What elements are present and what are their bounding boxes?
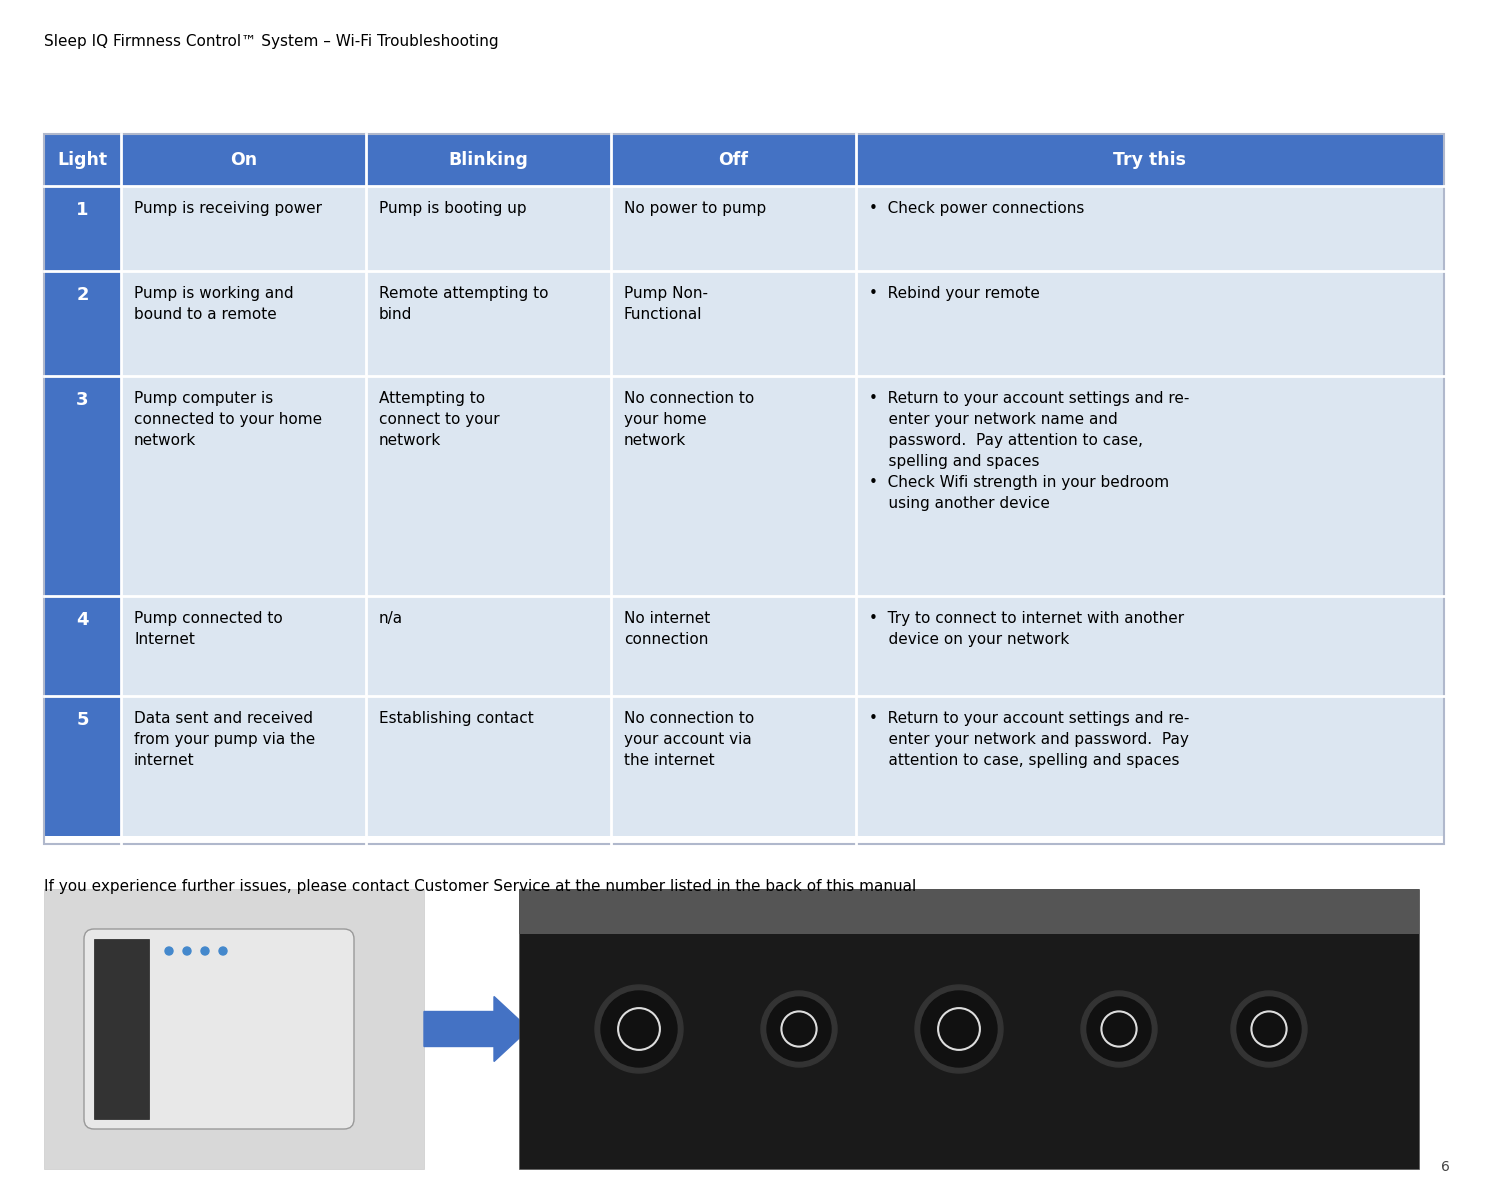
Text: Light: Light bbox=[58, 150, 107, 170]
Circle shape bbox=[1231, 991, 1306, 1067]
Bar bbox=[856, 696, 1443, 836]
Circle shape bbox=[1237, 997, 1301, 1061]
Bar bbox=[121, 376, 366, 596]
Bar bbox=[856, 134, 1443, 186]
Bar bbox=[45, 596, 121, 696]
Text: Pump is booting up: Pump is booting up bbox=[379, 201, 527, 216]
FancyArrow shape bbox=[424, 997, 530, 1061]
Circle shape bbox=[601, 991, 677, 1067]
Bar bbox=[366, 271, 612, 376]
Circle shape bbox=[760, 991, 836, 1067]
Text: On: On bbox=[231, 150, 257, 170]
Text: Remote attempting to
bind: Remote attempting to bind bbox=[379, 287, 549, 322]
Text: Pump is working and
bound to a remote: Pump is working and bound to a remote bbox=[134, 287, 293, 322]
Bar bbox=[612, 134, 856, 186]
Bar bbox=[45, 271, 121, 376]
Text: 5: 5 bbox=[76, 710, 89, 730]
Text: 3: 3 bbox=[76, 390, 89, 410]
Text: Pump is receiving power: Pump is receiving power bbox=[134, 201, 321, 216]
Bar bbox=[94, 938, 149, 1119]
FancyBboxPatch shape bbox=[83, 929, 354, 1130]
Text: 4: 4 bbox=[76, 611, 89, 629]
Text: Establishing contact: Establishing contact bbox=[379, 710, 534, 726]
Circle shape bbox=[219, 947, 228, 955]
Bar bbox=[612, 271, 856, 376]
Circle shape bbox=[1080, 991, 1158, 1067]
Bar bbox=[612, 696, 856, 836]
Text: 2: 2 bbox=[76, 287, 89, 304]
Text: Attempting to
connect to your
network: Attempting to connect to your network bbox=[379, 390, 500, 448]
Bar bbox=[366, 696, 612, 836]
Bar bbox=[856, 376, 1443, 596]
Text: 6: 6 bbox=[1440, 1161, 1449, 1174]
Text: •  Return to your account settings and re-
    enter your network and password. : • Return to your account settings and re… bbox=[869, 710, 1189, 768]
Text: Try this: Try this bbox=[1113, 150, 1186, 170]
Text: Pump Non-
Functional: Pump Non- Functional bbox=[623, 287, 708, 322]
Text: •  Check power connections: • Check power connections bbox=[869, 201, 1085, 216]
Text: n/a: n/a bbox=[379, 611, 403, 626]
Bar bbox=[519, 890, 1420, 1169]
Text: Pump computer is
connected to your home
network: Pump computer is connected to your home … bbox=[134, 390, 321, 448]
Bar bbox=[45, 696, 121, 836]
Bar bbox=[612, 376, 856, 596]
Bar bbox=[856, 596, 1443, 696]
Bar bbox=[519, 890, 1420, 934]
Bar bbox=[366, 376, 612, 596]
Bar bbox=[366, 134, 612, 186]
Circle shape bbox=[1088, 997, 1152, 1061]
Bar bbox=[121, 186, 366, 271]
Bar bbox=[121, 271, 366, 376]
Bar bbox=[121, 596, 366, 696]
Bar bbox=[612, 186, 856, 271]
Text: No connection to
your account via
the internet: No connection to your account via the in… bbox=[623, 710, 754, 768]
Bar bbox=[856, 186, 1443, 271]
Circle shape bbox=[165, 947, 173, 955]
Bar bbox=[45, 376, 121, 596]
Bar bbox=[45, 134, 1443, 844]
Text: •  Rebind your remote: • Rebind your remote bbox=[869, 287, 1040, 301]
Text: •  Return to your account settings and re-
    enter your network name and
    p: • Return to your account settings and re… bbox=[869, 390, 1189, 511]
Bar bbox=[45, 134, 121, 186]
Bar bbox=[366, 186, 612, 271]
Bar bbox=[612, 596, 856, 696]
Bar bbox=[121, 134, 366, 186]
Circle shape bbox=[183, 947, 190, 955]
Circle shape bbox=[915, 985, 1003, 1073]
Text: Pump connected to
Internet: Pump connected to Internet bbox=[134, 611, 283, 647]
Text: 1: 1 bbox=[76, 201, 89, 219]
Text: Data sent and received
from your pump via the
internet: Data sent and received from your pump vi… bbox=[134, 710, 315, 768]
Text: Sleep IQ Firmness Control™ System – Wi-Fi Troubleshooting: Sleep IQ Firmness Control™ System – Wi-F… bbox=[45, 33, 498, 49]
Circle shape bbox=[766, 997, 830, 1061]
Bar bbox=[121, 696, 366, 836]
Text: Off: Off bbox=[719, 150, 748, 170]
Text: •  Try to connect to internet with another
    device on your network: • Try to connect to internet with anothe… bbox=[869, 611, 1184, 647]
Text: No power to pump: No power to pump bbox=[623, 201, 766, 216]
Bar bbox=[45, 186, 121, 271]
Bar bbox=[45, 890, 424, 1169]
Circle shape bbox=[921, 991, 997, 1067]
Text: Blinking: Blinking bbox=[448, 150, 528, 170]
Text: No internet
connection: No internet connection bbox=[623, 611, 710, 647]
Bar bbox=[366, 596, 612, 696]
Text: If you experience further issues, please contact Customer Service at the number : If you experience further issues, please… bbox=[45, 879, 917, 894]
Circle shape bbox=[201, 947, 208, 955]
Circle shape bbox=[595, 985, 683, 1073]
Bar bbox=[856, 271, 1443, 376]
Text: No connection to
your home
network: No connection to your home network bbox=[623, 390, 754, 448]
